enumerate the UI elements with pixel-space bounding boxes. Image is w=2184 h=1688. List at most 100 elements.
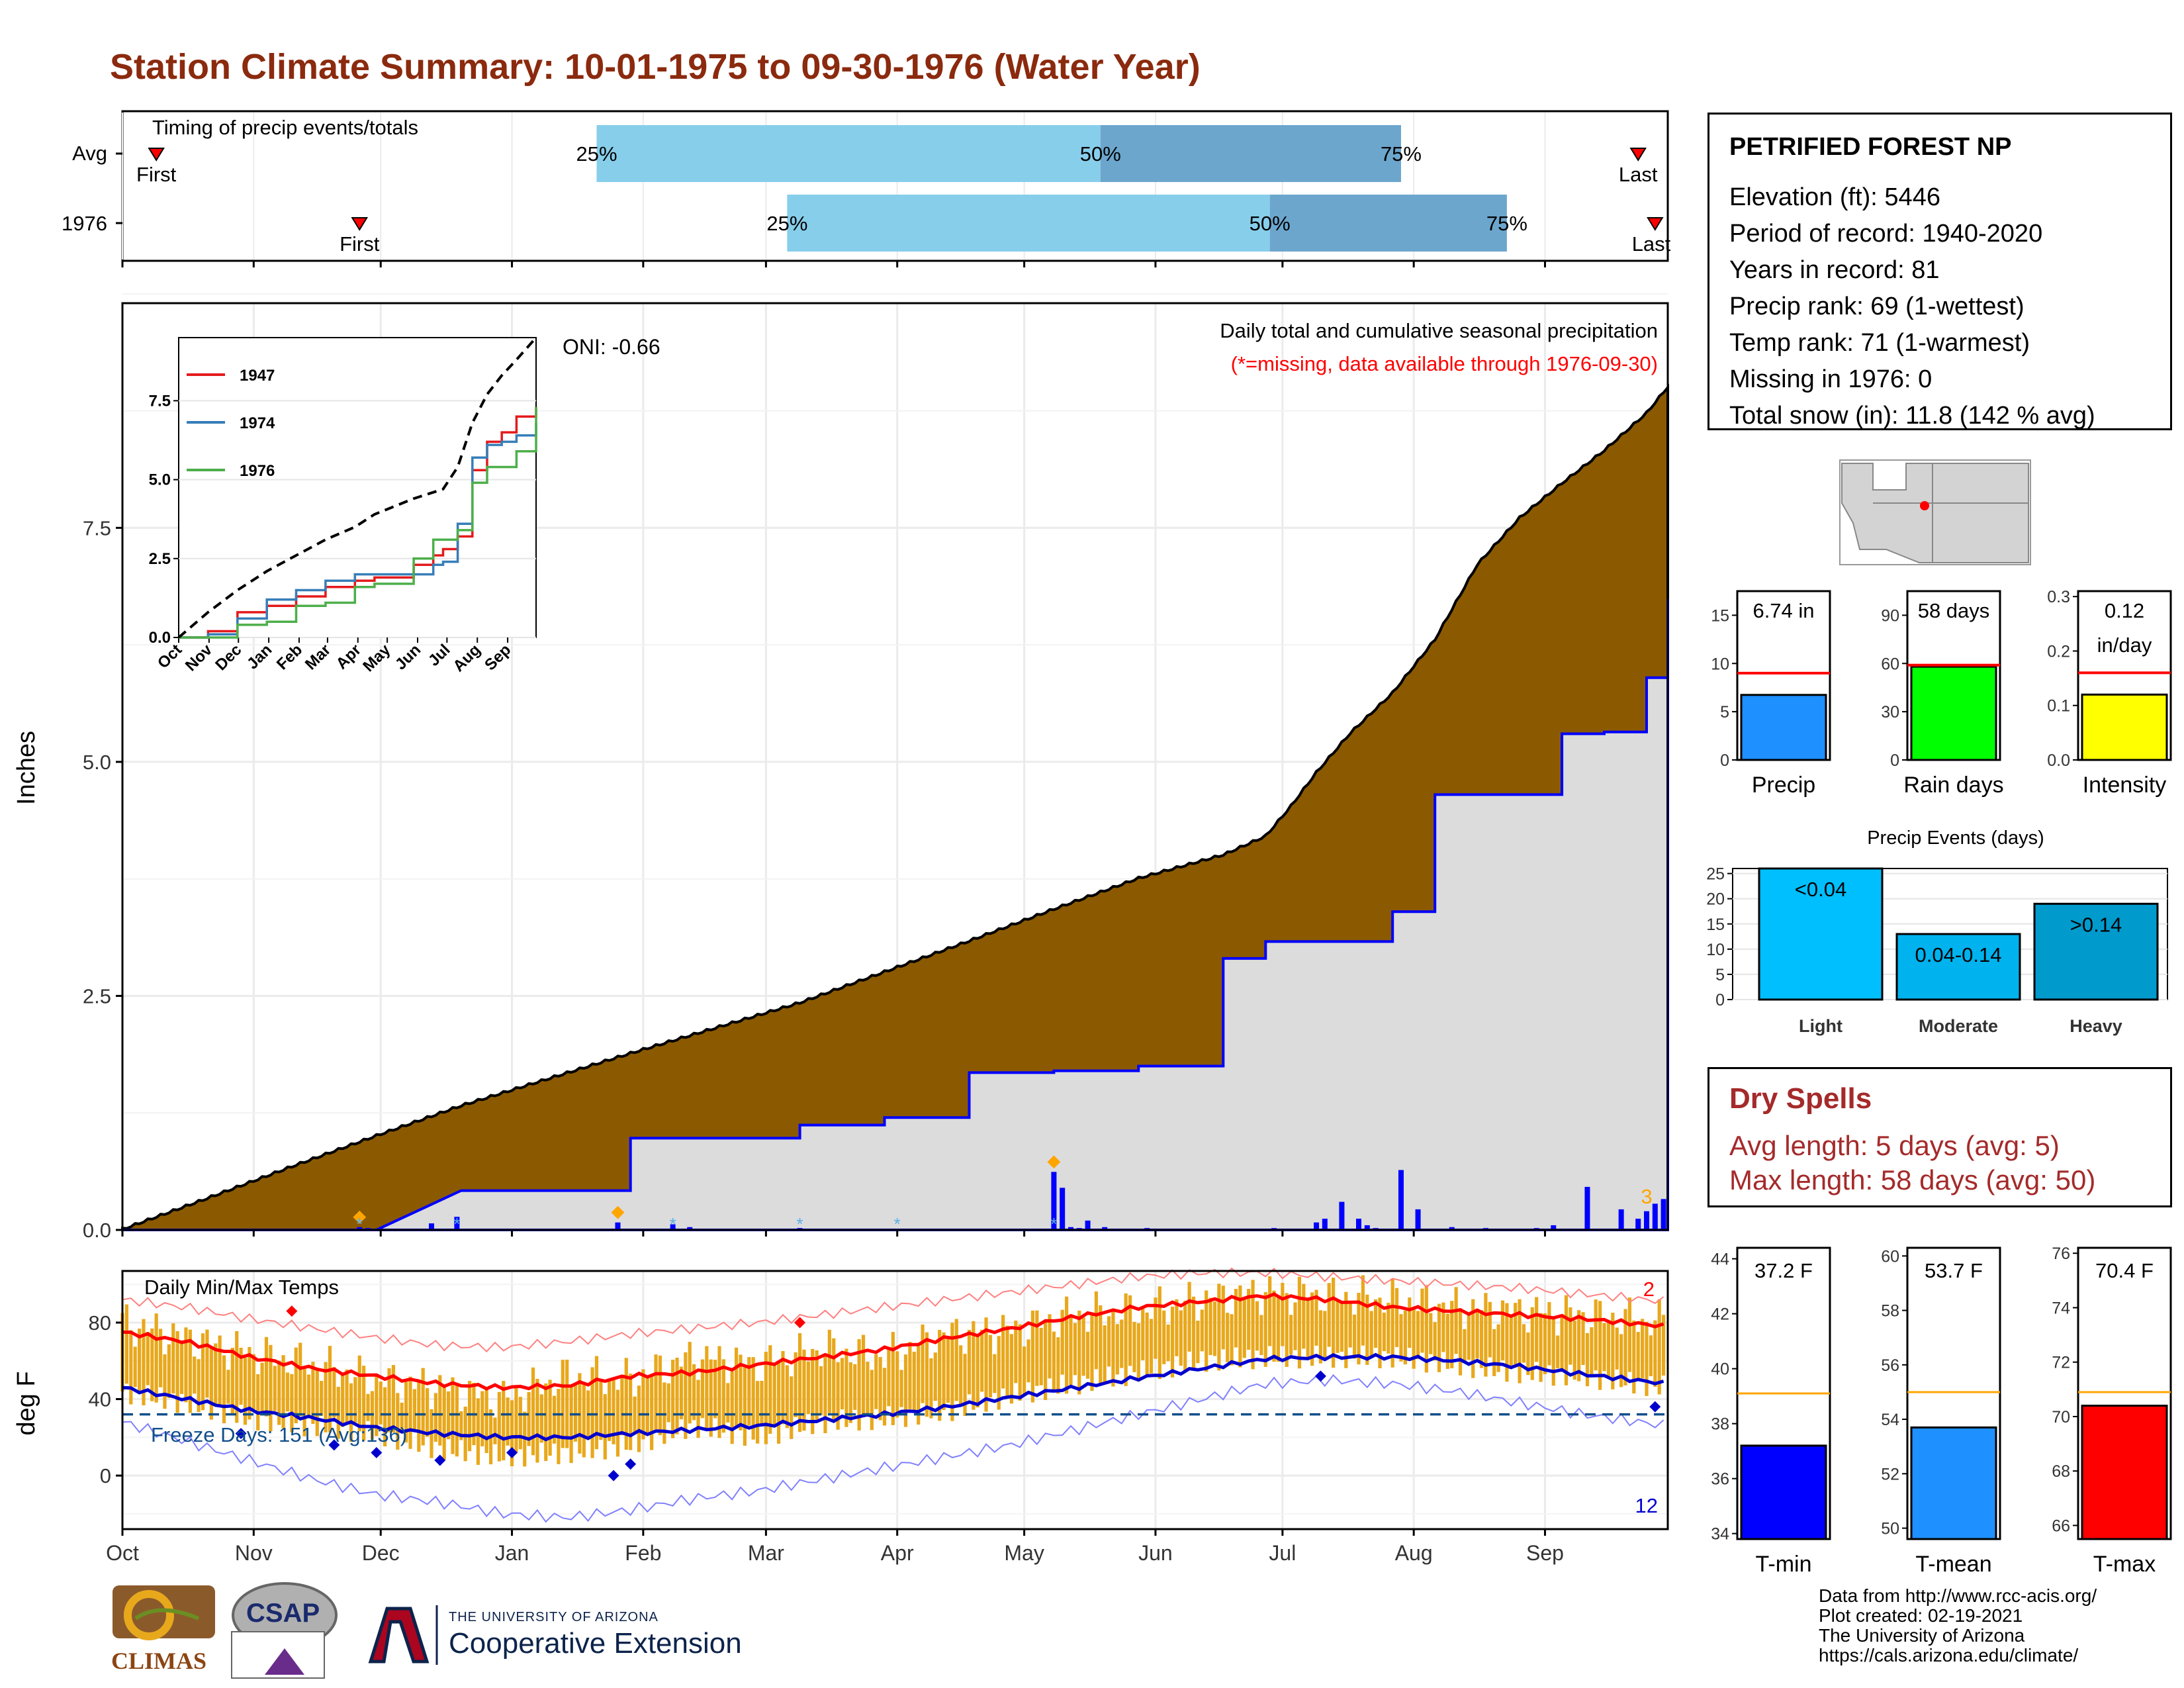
- daily-temp-bar: [1009, 1334, 1014, 1404]
- daily-temp-bar: [1005, 1325, 1009, 1397]
- daily-temp-bar: [1166, 1324, 1170, 1362]
- daily-temp-bar: [861, 1335, 866, 1416]
- daily-temp-bar: [1500, 1300, 1505, 1361]
- daily-temp-bar: [357, 1355, 361, 1432]
- daily-temp-bar: [967, 1329, 972, 1395]
- csap-logo-text: CSAP: [246, 1599, 320, 1628]
- daily-temp-bar: [1332, 1278, 1336, 1368]
- daily-temp-bar: [1154, 1297, 1158, 1359]
- daily-temp-bar: [1569, 1307, 1572, 1365]
- daily-temp-bar: [1530, 1307, 1534, 1380]
- daily-temp-bar: [179, 1340, 184, 1394]
- daily-precip-bar: [1652, 1203, 1658, 1230]
- daily-temp-bar: [1336, 1299, 1340, 1353]
- daily-temp-bar: [1645, 1321, 1649, 1396]
- snow-marker: [611, 1205, 625, 1219]
- daily-temp-bar: [1594, 1299, 1598, 1371]
- daily-temp-bar: [146, 1332, 150, 1385]
- missing-marker: *: [894, 1214, 901, 1234]
- daily-temp-bar: [612, 1377, 615, 1444]
- daily-temp-bar: [1484, 1293, 1488, 1377]
- daily-temp-bar: [1039, 1327, 1043, 1385]
- record-low-marker: [1314, 1370, 1326, 1382]
- daily-temp-bar: [548, 1380, 552, 1456]
- daily-temp-bar: [281, 1355, 285, 1429]
- daily-temp-bar: [1543, 1313, 1547, 1374]
- daily-temp-bar: [747, 1357, 751, 1426]
- timing-first-label: First: [136, 163, 177, 186]
- events-category-label: Light: [1799, 1016, 1843, 1036]
- record-low-count: 12: [1635, 1494, 1658, 1517]
- daily-temp-bar: [721, 1359, 726, 1433]
- daily-temp-bar: [518, 1397, 522, 1450]
- daily-precip-bar: [1398, 1170, 1404, 1230]
- daily-temp-bar: [1373, 1299, 1378, 1348]
- daily-temp-bar: [302, 1368, 306, 1436]
- temp-panel: 0 40 80: [89, 1267, 1669, 1530]
- daily-temp-bar: [1094, 1291, 1098, 1370]
- daily-temp-bar: [298, 1342, 302, 1417]
- daily-precip-bar: [1339, 1201, 1345, 1230]
- mini-bar-ytick-label: 5: [1720, 703, 1729, 722]
- daily-temp-bar: [184, 1327, 188, 1403]
- daily-temp-bar: [1170, 1306, 1175, 1378]
- month-axis: Oct Nov Dec Jan Feb Mar Apr May Jun Jul Aug Sep: [106, 1529, 1564, 1565]
- record-low-marker: [434, 1454, 446, 1466]
- daily-temp-bar: [1247, 1289, 1251, 1350]
- daily-temp-bar: [1077, 1310, 1081, 1395]
- daily-temp-bar: [375, 1374, 379, 1436]
- daily-temp-bar: [502, 1381, 506, 1461]
- daily-temp-bar: [433, 1393, 437, 1442]
- daily-temp-bar: [1183, 1300, 1187, 1372]
- daily-temp-bar: [1107, 1316, 1111, 1367]
- daily-temp-bar: [1412, 1307, 1416, 1369]
- daily-temp-bar: [1272, 1290, 1276, 1362]
- daily-temp-bar: [269, 1344, 273, 1432]
- daily-temp-bar: [214, 1343, 218, 1407]
- daily-temp-bar: [954, 1319, 958, 1401]
- daily-temp-bar: [539, 1394, 543, 1443]
- daily-temp-bar: [1306, 1300, 1310, 1357]
- ua-big-text: Cooperative Extension: [449, 1627, 742, 1660]
- daily-temp-bar: [917, 1346, 921, 1425]
- daily-temp-bar: [802, 1349, 806, 1431]
- daily-temp-bar: [531, 1367, 535, 1456]
- daily-temp-bar: [726, 1383, 730, 1423]
- daily-temp-bar: [853, 1364, 857, 1410]
- daily-temp-bar: [1467, 1313, 1471, 1360]
- station-period: Period of record: 1940-2020: [1729, 220, 2043, 248]
- daily-temp-bar: [1238, 1285, 1242, 1368]
- station-precip-rank: Precip rank: 69 (1-wettest): [1729, 293, 2025, 320]
- temp-bar-ytick-label: 34: [1711, 1525, 1729, 1544]
- month-label: Dec: [362, 1541, 400, 1565]
- daily-temp-bar: [1458, 1308, 1463, 1376]
- timing-last-label: Last: [1632, 232, 1671, 256]
- daily-temp-bar: [984, 1317, 988, 1412]
- events-ytick-label: 15: [1706, 915, 1725, 934]
- daily-temp-bar: [193, 1356, 197, 1394]
- daily-temp-bar: [332, 1367, 336, 1418]
- precip-events-chart: Precip Events (days) 0 5 10 15 20 25 <0.04 Light…: [1706, 827, 2168, 1036]
- oni-label: ONI: -0.66: [563, 335, 660, 359]
- daily-temp-bar: [1090, 1314, 1094, 1391]
- daily-temp-bar: [1099, 1305, 1103, 1383]
- inset-line-1974: [179, 422, 537, 639]
- daily-temp-bar: [1226, 1313, 1230, 1362]
- daily-temp-bar: [1479, 1310, 1484, 1368]
- csap-mountain: [265, 1648, 304, 1675]
- daily-temp-bar: [535, 1378, 539, 1463]
- station-name: PETRIFIED FOREST NP: [1729, 133, 2012, 161]
- daily-temp-bar: [946, 1338, 950, 1403]
- daily-temp-bar: [251, 1354, 255, 1410]
- daily-temp-bar: [1424, 1285, 1428, 1373]
- daily-temp-bar: [950, 1323, 954, 1421]
- month-label: Feb: [625, 1541, 661, 1565]
- daily-temp-bar: [1416, 1311, 1420, 1360]
- daily-temp-bar: [1120, 1319, 1124, 1368]
- daily-temp-bar: [1450, 1301, 1454, 1368]
- daily-temp-bar: [891, 1332, 895, 1425]
- mini-bar-category-label: Precip: [1752, 773, 1815, 798]
- daily-precip-bar: [1635, 1219, 1641, 1230]
- daily-temp-bar: [1187, 1282, 1191, 1352]
- daily-temp-bar: [527, 1391, 531, 1446]
